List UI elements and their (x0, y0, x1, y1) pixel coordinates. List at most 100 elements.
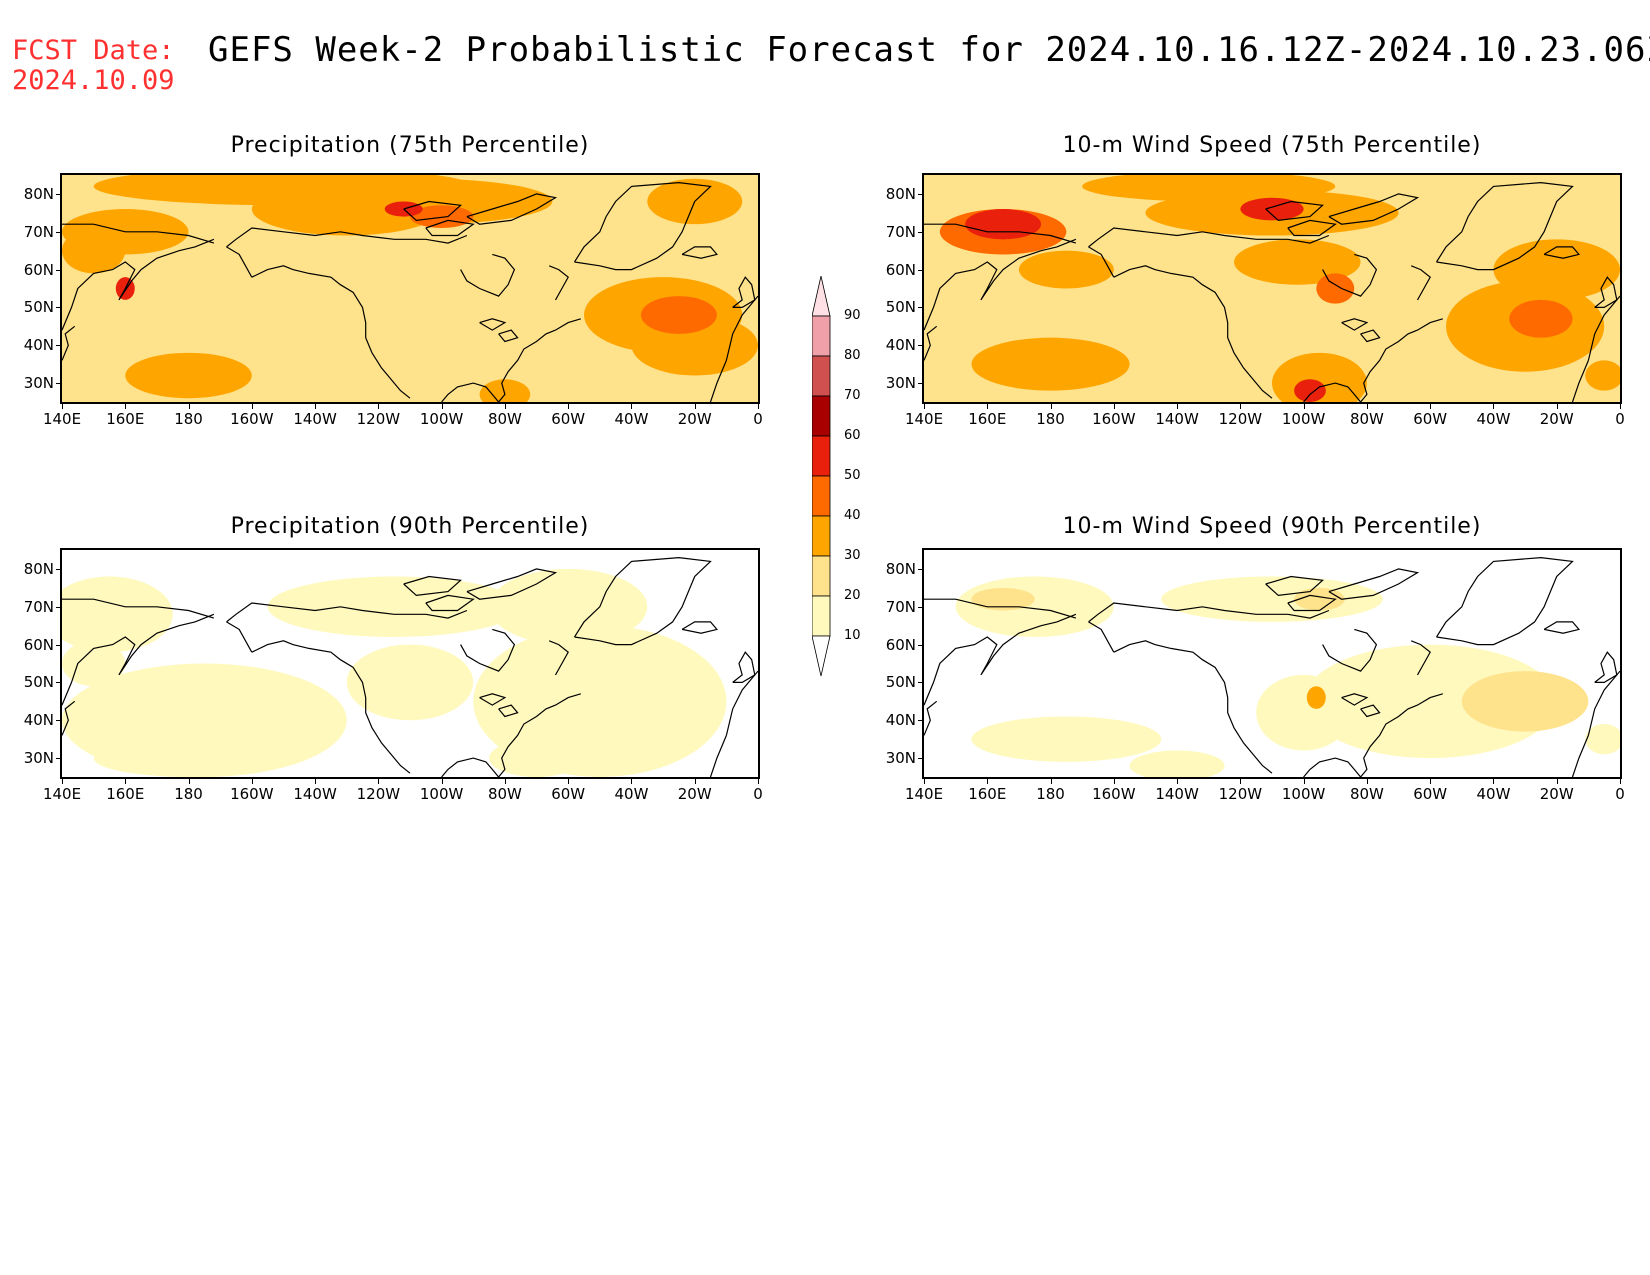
probability-contour-region (479, 379, 531, 402)
lat-tick (918, 345, 923, 347)
probability-contour-region (971, 337, 1130, 391)
coastline (732, 651, 756, 683)
probability-contour-region (1585, 724, 1620, 755)
coastline (924, 325, 938, 361)
coastline (1328, 193, 1420, 225)
lon-tick (987, 779, 989, 784)
coastline (1287, 219, 1337, 237)
lon-tick (62, 779, 63, 784)
lat-tick (56, 307, 61, 309)
lat-label: 70N (23, 222, 54, 241)
probability-contour-region (1234, 239, 1361, 285)
coastline (441, 382, 500, 402)
lon-label: 120W (356, 410, 401, 428)
coastline (1088, 227, 1330, 248)
lon-tick (504, 779, 506, 784)
coastline (1543, 246, 1580, 259)
coastline (1543, 621, 1580, 634)
coastline (1265, 200, 1324, 222)
lon-label: 140E (42, 785, 82, 803)
coastline (1360, 318, 1443, 402)
lat-label: 70N (885, 222, 916, 241)
coastline (1360, 693, 1443, 777)
lon-label: 40W (1476, 785, 1511, 803)
lat-label: 40N (885, 711, 916, 730)
coastline (548, 640, 569, 676)
coastline (460, 628, 516, 672)
lon-tick (1303, 779, 1305, 784)
lon-tick (1113, 779, 1115, 784)
coastline (62, 700, 76, 736)
lon-tick (441, 779, 443, 784)
lon-label: 100W (419, 410, 464, 428)
lon-label: 60W (1413, 785, 1448, 803)
lon-label: 60W (551, 410, 586, 428)
colorbar-label: 20 (844, 588, 861, 603)
coastline (441, 757, 500, 777)
lat-label: 50N (885, 298, 916, 317)
lat-label: 80N (885, 559, 916, 578)
colorbar-segment (811, 515, 831, 557)
map-canvas (62, 550, 758, 777)
lat-label: 80N (885, 184, 916, 203)
coastline (573, 556, 712, 646)
lon-label: 80W (487, 785, 522, 803)
coastline (1435, 556, 1574, 646)
probability-contour-region (1303, 644, 1557, 759)
coastline (1088, 621, 1115, 653)
lon-tick (694, 404, 696, 409)
lon-tick (1366, 779, 1368, 784)
coastline (403, 575, 462, 597)
coastline (1265, 575, 1324, 597)
lon-label: 120W (356, 785, 401, 803)
panel-title-precip-75: Precipitation (75th Percentile) (230, 133, 590, 158)
lon-label: 140W (293, 785, 337, 803)
coastline (62, 238, 215, 331)
lon-tick (987, 404, 989, 409)
lon-label: 20W (677, 785, 712, 803)
coastline (1113, 265, 1273, 399)
panel-title-precip-90: Precipitation (90th Percentile) (230, 514, 590, 539)
lon-label: 0 (753, 410, 763, 428)
lon-label: 180 (1036, 785, 1065, 803)
lat-label: 80N (23, 184, 54, 203)
colorbar-label: 30 (844, 548, 861, 563)
lat-label: 80N (23, 559, 54, 578)
lon-label: 20W (1539, 785, 1574, 803)
lon-label: 140W (1155, 785, 1199, 803)
map-precip-75 (60, 173, 760, 404)
lat-tick (56, 269, 61, 271)
probability-contour-region (1294, 587, 1345, 611)
colorbar: 10 20 30 40 50 60 70 80 90 (811, 275, 872, 690)
lon-label: 140E (904, 785, 944, 803)
lat-tick (56, 758, 61, 760)
lon-tick (1240, 404, 1242, 409)
lon-label: 0 (1615, 410, 1625, 428)
coastline (573, 181, 712, 271)
lon-tick (631, 779, 633, 784)
coastline (498, 318, 581, 402)
coastline (1571, 360, 1589, 402)
coastline (62, 325, 76, 361)
forecast-date-block: FCST Date: 2024.10.09 (12, 36, 175, 96)
coastline (924, 613, 1077, 706)
colorbar-segment (811, 435, 831, 477)
lon-tick (1430, 404, 1432, 409)
lon-label: 80W (1349, 785, 1384, 803)
lon-tick (924, 779, 925, 784)
lon-tick (378, 779, 380, 784)
lon-tick (631, 404, 633, 409)
lat-tick (918, 606, 923, 608)
colorbar-graphic (811, 275, 831, 677)
main-title: GEFS Week-2 Probabilistic Forecast for 2… (208, 30, 1650, 70)
coastline (62, 613, 215, 706)
coastline (1341, 693, 1369, 706)
lat-tick (918, 383, 923, 385)
colorbar-label: 10 (844, 628, 861, 643)
coastline (1303, 757, 1362, 777)
probability-contour-region (1129, 750, 1225, 777)
probability-contour-region (1306, 686, 1326, 709)
lon-tick (1556, 779, 1558, 784)
lat-tick (918, 307, 923, 309)
lat-label: 70N (885, 597, 916, 616)
